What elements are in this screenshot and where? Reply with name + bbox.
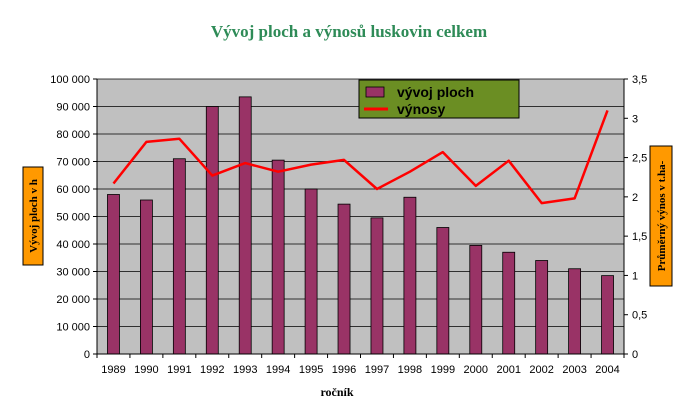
x-tick-label: 1995 [299,364,323,376]
y-right-tick-label: 0 [632,349,638,361]
y-axis-left-label: Vývoj ploch v h [28,179,40,253]
bar [140,199,153,355]
bar [601,275,614,355]
y-left-tick-label: 80 000 [56,129,90,141]
legend-swatch-bars [365,86,385,98]
bar [107,194,120,355]
y-left-tick-label: 70 000 [56,157,90,169]
y-right-tick-label: 1,5 [632,231,647,243]
bar [172,158,186,355]
x-axis-label: ročník [320,385,353,399]
x-tick-label: 1996 [332,364,356,376]
x-tick-label: 1999 [431,364,455,376]
y-left-tick-label: 40 000 [56,239,90,251]
y-right-tick-label: 2,5 [632,153,647,165]
x-tick-label: 1998 [398,364,422,376]
x-tick-label: 2001 [496,364,520,376]
chart-title: Vývoj ploch a výnosů luskovin celkem [211,22,487,41]
x-tick-label: 1997 [365,364,389,376]
y-left-tick-label: 60 000 [56,184,90,196]
y-right-tick-label: 1 [632,270,638,282]
y-left-tick-label: 100 000 [50,74,90,86]
bar [469,244,483,355]
x-tick-label: 1990 [134,364,158,376]
bar [337,203,351,355]
x-tick-label: 1992 [200,364,224,376]
bar [403,196,417,355]
y-right-tick-label: 0,5 [632,310,647,322]
bar [568,268,581,355]
x-tick-label: 2004 [595,364,619,376]
x-tick-label: 1994 [266,364,290,376]
y-right-tick-label: 3,5 [632,74,647,86]
x-tick-label: 1989 [101,364,125,376]
bar [304,188,318,355]
y-axis-right-label-box: Průměrný výnos v t.ha- [649,145,673,287]
line-series-vynosy [112,109,609,205]
bar [205,106,219,355]
x-tick-label: 1993 [233,364,257,376]
bar [502,251,516,355]
legend-label-bars: vývoj ploch [397,84,474,100]
y-left-tick-label: 90 000 [56,102,90,114]
bar [238,96,252,355]
y-left-tick-label: 10 000 [56,322,90,334]
bar [535,260,549,355]
bar [271,159,285,355]
y-right-tick-label: 2 [632,192,638,204]
y-axis-right-label: Průměrný výnos v t.ha- [656,160,668,271]
legend: vývoj ploch výnosy [358,79,520,119]
plot-area: 0 10 000 20 000 30 000 40 000 50 000 60 000 70 … [50,74,647,376]
y-axis-left-label-box: Vývoj ploch v h [22,166,44,266]
y-left-tick-label: 30 000 [56,267,90,279]
x-tick-label: 1991 [167,364,191,376]
x-tick-label: 2003 [562,364,586,376]
x-tick-label: 2002 [529,364,553,376]
y-left-tick-label: 0 [84,349,90,361]
legend-box [358,79,520,119]
x-tick-label: 2000 [464,364,488,376]
y-left-tick-label: 50 000 [56,212,90,224]
y-left-tick-label: 20 000 [56,294,90,306]
legend-label-line: výnosy [397,101,445,117]
bar [370,217,384,355]
y-right-tick-label: 3 [632,113,638,125]
bar [436,227,450,355]
